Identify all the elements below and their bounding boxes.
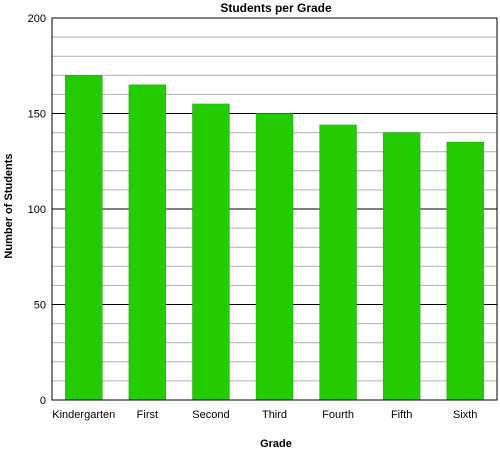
y-axis-label: Number of Students bbox=[3, 153, 15, 258]
x-tick-labels: Kindergarten First Second Third Fourth Fifth S… bbox=[52, 409, 477, 421]
y-tick-label: 100 bbox=[28, 204, 46, 216]
axes bbox=[51, 17, 498, 401]
y-tick-labels: 0 50 100 150 200 bbox=[28, 13, 46, 407]
y-tick-label: 150 bbox=[28, 109, 46, 121]
plot-frame bbox=[51, 17, 498, 401]
bar-sixth bbox=[446, 141, 484, 401]
chart-title: Students per Grade bbox=[220, 1, 332, 15]
y-tick-label: 200 bbox=[28, 13, 46, 25]
bars bbox=[65, 75, 484, 401]
x-tick-label: Sixth bbox=[453, 409, 477, 421]
bar-fifth bbox=[382, 132, 421, 401]
x-tick-label: Fourth bbox=[322, 409, 354, 421]
y-tick-label: 0 bbox=[40, 395, 46, 407]
x-tick-label: Fifth bbox=[391, 409, 412, 421]
bar-fourth bbox=[319, 124, 357, 401]
bar-first bbox=[128, 84, 167, 401]
x-tick-label: Second bbox=[192, 409, 229, 421]
x-tick-label: First bbox=[137, 409, 158, 421]
y-tick-label: 50 bbox=[34, 300, 46, 312]
bar-third bbox=[255, 113, 294, 401]
bar-second bbox=[192, 103, 230, 401]
x-axis-label: Grade bbox=[260, 438, 292, 450]
x-tick-label: Third bbox=[262, 409, 287, 421]
x-tick-label: Kindergarten bbox=[52, 409, 115, 421]
bar-kindergarten bbox=[65, 75, 103, 401]
